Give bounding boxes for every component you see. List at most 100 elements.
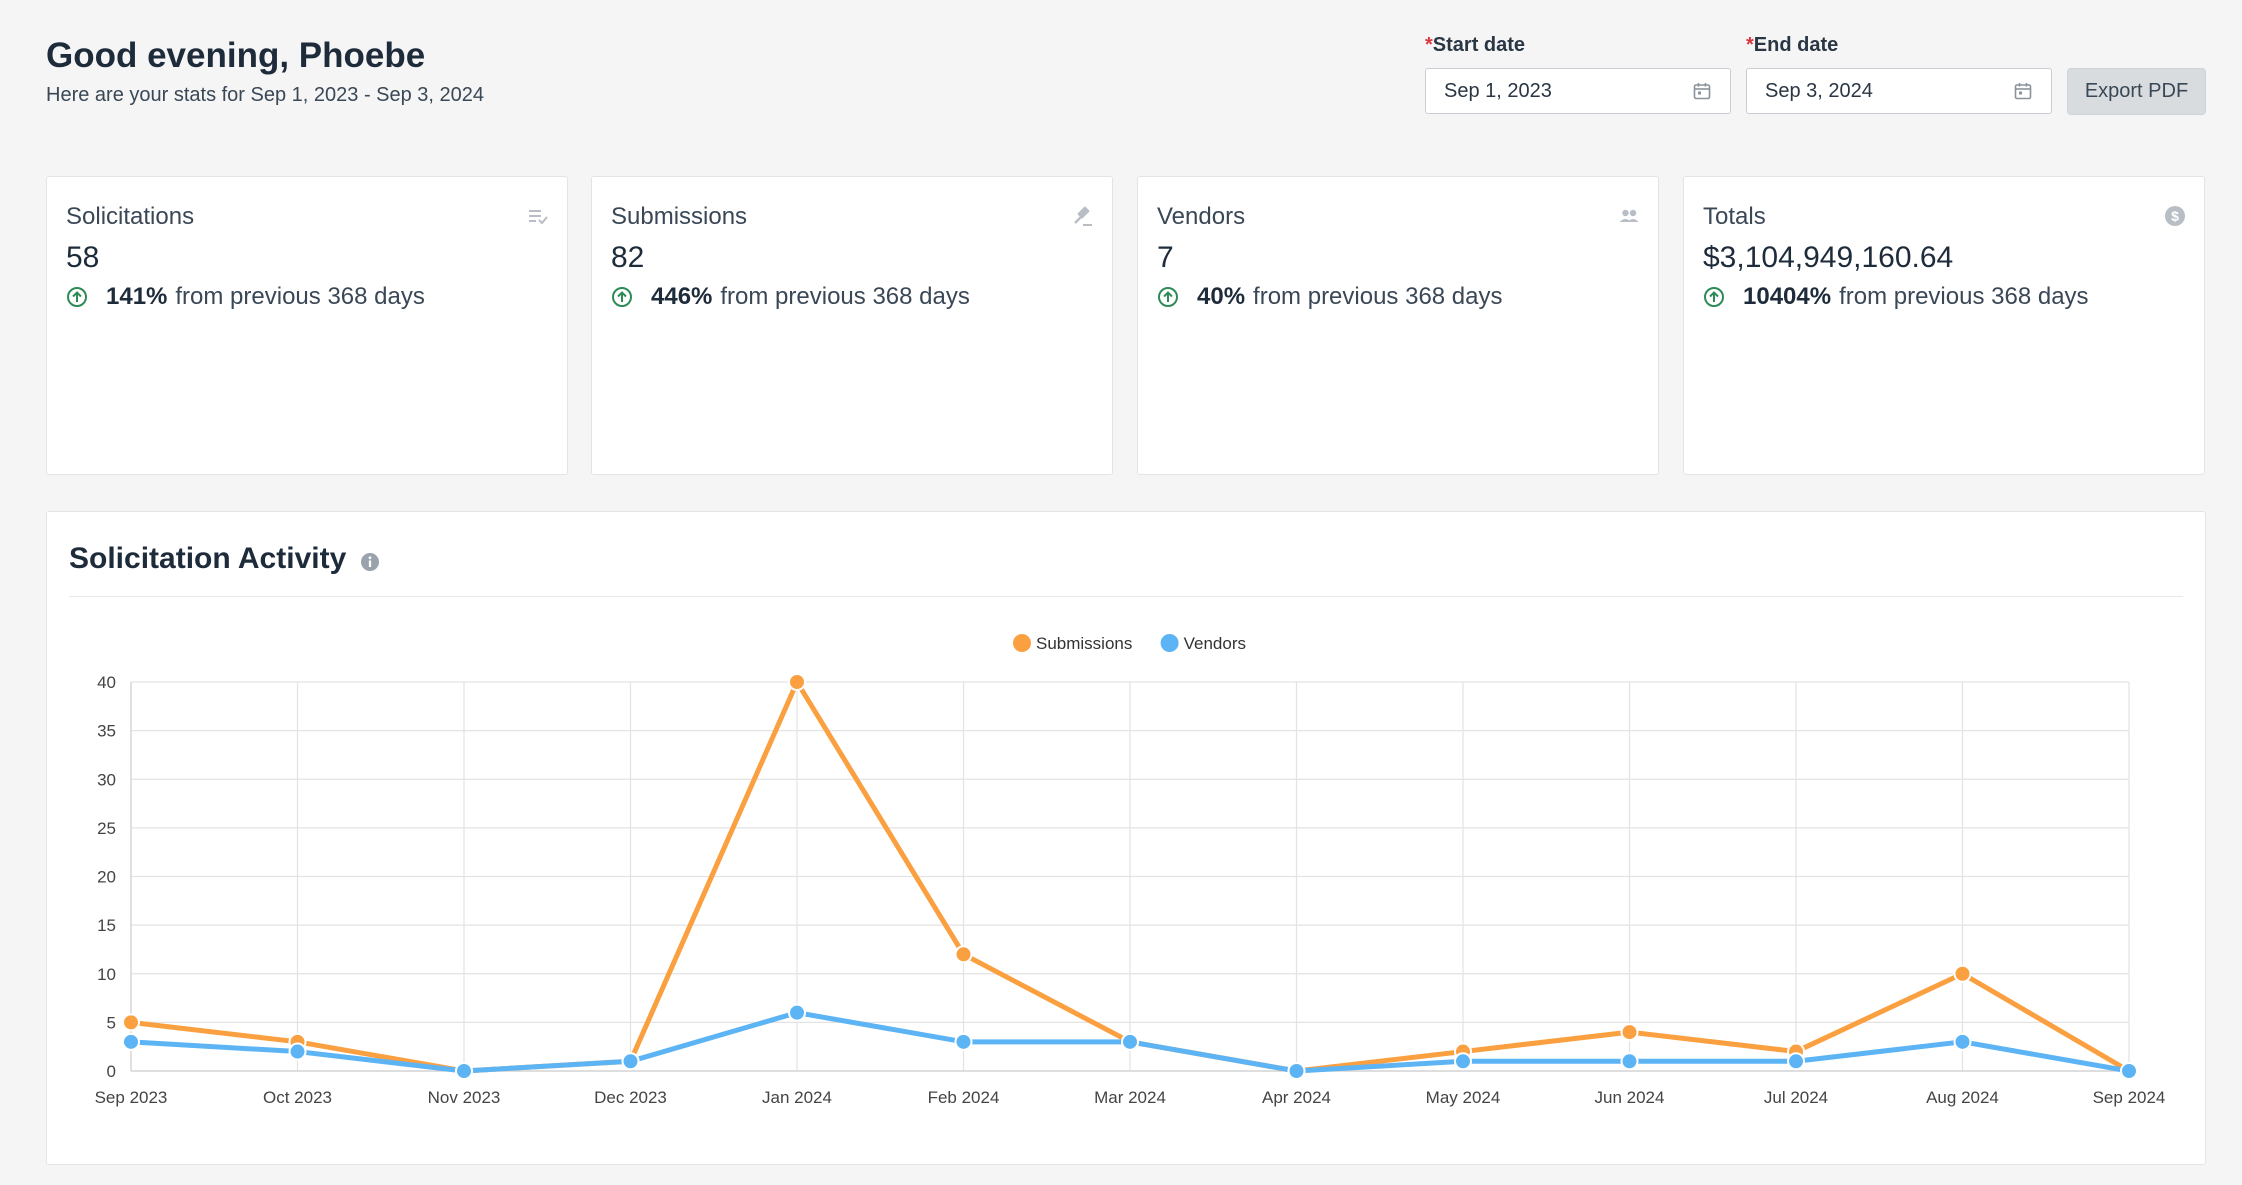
calendar-icon[interactable] [2013, 81, 2033, 101]
start-date-group: *Start date Sep 1, 2023 [1425, 34, 1731, 114]
data-point-vendors [954, 1032, 973, 1051]
activity-line-chart: 0 5 10 15 20 25 30 35 40 Sep 2023 Oct 2023 Nov 2023… [95, 634, 2166, 1107]
data-point-vendors [122, 1032, 140, 1051]
required-marker: * [1425, 34, 1433, 56]
vendors-card: Vendors 7 40% from previous 368 days [1137, 176, 1659, 475]
x-tick-label: Oct 2023 [263, 1088, 332, 1107]
legend-label-vendors: Vendors [1184, 634, 1246, 653]
data-point-submissions [954, 945, 973, 964]
start-date-input[interactable]: Sep 1, 2023 [1425, 68, 1731, 114]
data-point-vendors [288, 1042, 307, 1061]
x-tick-label: Jun 2024 [1595, 1088, 1665, 1107]
arrow-up-circle-icon [1704, 287, 1724, 307]
submissions-card: Submissions 82 446% from previous 368 da… [591, 176, 1113, 475]
x-tick-label: Sep 2023 [95, 1088, 168, 1107]
card-change: 141% from previous 368 days [66, 283, 425, 311]
list-check-icon [529, 210, 548, 225]
dollar-icon: $ [2165, 206, 2185, 226]
legend-marker-vendors [1160, 634, 1179, 652]
x-tick-label: Nov 2023 [428, 1088, 501, 1107]
y-tick-label: 40 [97, 673, 116, 692]
data-point-submissions [1953, 964, 1972, 983]
change-percent: 446% [651, 283, 713, 310]
x-tick-label: Jul 2024 [1764, 1088, 1828, 1107]
data-point-vendors [1620, 1052, 1639, 1071]
change-percent: 141% [106, 283, 168, 310]
card-title: Totals [1703, 203, 1766, 230]
y-tick-label: 0 [107, 1062, 116, 1081]
card-value: 7 [1157, 241, 1174, 274]
x-tick-label: Aug 2024 [1926, 1088, 1999, 1107]
card-title: Solicitations [66, 203, 195, 230]
change-percent: 40% [1197, 283, 1246, 310]
people-icon [1619, 209, 1639, 222]
data-point-vendors [1787, 1052, 1805, 1071]
solicitation-activity-panel: Solicitation Activity 0 5 10 15 20 25 30 35 40 Se… [46, 511, 2206, 1165]
y-tick-label: 30 [97, 770, 116, 789]
data-point-vendors [455, 1062, 473, 1080]
legend-label-submissions: Submissions [1036, 634, 1132, 653]
card-change: 446% from previous 368 days [611, 283, 970, 311]
card-value: $3,104,949,160.64 [1703, 241, 1954, 274]
y-tick-label: 35 [97, 722, 116, 741]
y-tick-label: 15 [97, 916, 116, 935]
x-tick-label: Mar 2024 [1094, 1088, 1166, 1107]
end-date-label-text: End date [1753, 34, 1839, 56]
gavel-icon [1074, 206, 1092, 226]
x-tick-label: Jan 2024 [762, 1088, 832, 1107]
x-tick-label: Apr 2024 [1262, 1088, 1331, 1107]
change-suffix: from previous 368 days [1839, 283, 2089, 310]
arrow-up-circle-icon [612, 287, 632, 307]
legend-marker-submissions [1013, 634, 1031, 652]
data-point-submissions [788, 673, 806, 691]
y-tick-label: 10 [97, 965, 116, 984]
card-change: 40% from previous 368 days [1157, 283, 1503, 311]
data-point-vendors [1287, 1062, 1306, 1080]
y-tick-label: 25 [97, 819, 116, 838]
x-tick-label: May 2024 [1426, 1088, 1501, 1107]
card-value: 82 [611, 241, 645, 274]
arrow-up-circle-icon [67, 287, 87, 307]
data-point-vendors [788, 1003, 806, 1022]
required-marker: * [1746, 34, 1754, 56]
card-value: 58 [66, 241, 100, 274]
solicitations-card: Solicitations 58 141% from previous 368 … [46, 176, 568, 475]
data-point-vendors [1121, 1032, 1139, 1051]
info-icon[interactable] [360, 552, 380, 572]
data-point-vendors [621, 1052, 640, 1071]
data-point-vendors [1953, 1032, 1972, 1051]
data-point-submissions [1620, 1023, 1639, 1042]
end-date-input[interactable]: Sep 3, 2024 [1746, 68, 2052, 114]
x-tick-label: Dec 2023 [594, 1088, 667, 1107]
card-change: 10404% from previous 368 days [1703, 283, 2089, 311]
data-point-vendors [2120, 1062, 2138, 1080]
svg-text:$: $ [2171, 208, 2179, 224]
greeting-block: Good evening, Phoebe Here are your stats… [46, 36, 484, 107]
page-subtitle: Here are your stats for Sep 1, 2023 - Se… [46, 84, 485, 106]
start-date-label-text: Start date [1432, 34, 1526, 56]
change-percent: 10404% [1743, 283, 1832, 310]
end-date-group: *End date Sep 3, 2024 [1746, 34, 2052, 114]
end-date-value: Sep 3, 2024 [1765, 79, 1873, 102]
panel-title: Solicitation Activity [69, 542, 347, 575]
card-title: Submissions [611, 203, 748, 230]
arrow-up-circle-icon [1158, 287, 1178, 307]
x-tick-label: Sep 2024 [2093, 1088, 2166, 1107]
panel-header: Solicitation Activity [69, 530, 2183, 597]
end-date-label: *End date [1746, 34, 2052, 58]
y-tick-label: 5 [107, 1013, 116, 1032]
y-tick-label: 20 [97, 868, 116, 887]
start-date-value: Sep 1, 2023 [1444, 79, 1552, 102]
totals-card: Totals $ $3,104,949,160.64 10404% from p… [1683, 176, 2205, 475]
export-pdf-button[interactable]: Export PDF [2067, 68, 2206, 115]
calendar-icon[interactable] [1692, 81, 1712, 101]
start-date-label: *Start date [1425, 34, 1731, 58]
change-suffix: from previous 368 days [1253, 283, 1503, 310]
card-title: Vendors [1157, 203, 1246, 230]
data-point-vendors [1454, 1052, 1472, 1071]
change-suffix: from previous 368 days [175, 283, 425, 310]
x-tick-label: Feb 2024 [928, 1088, 1000, 1107]
page-title: Good evening, Phoebe [46, 36, 426, 75]
change-suffix: from previous 368 days [720, 283, 970, 310]
